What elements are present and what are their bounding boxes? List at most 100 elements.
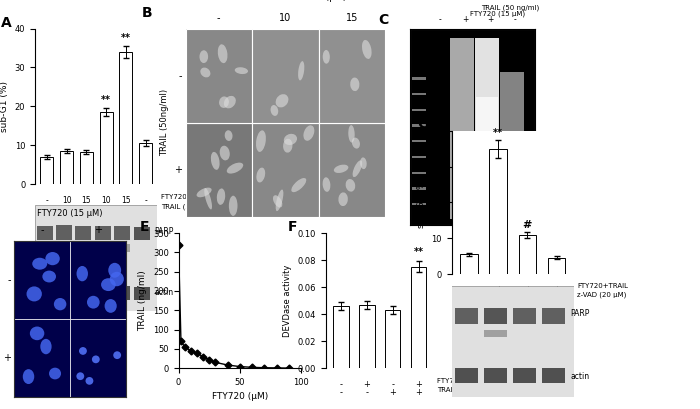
Ellipse shape [199, 50, 208, 63]
Text: **: ** [414, 247, 424, 257]
Text: -: - [365, 389, 368, 398]
Ellipse shape [219, 97, 229, 108]
X-axis label: FTY720 (μM): FTY720 (μM) [211, 392, 268, 401]
Text: +: + [415, 380, 422, 389]
Bar [412, 93, 426, 95]
Ellipse shape [271, 105, 278, 116]
Ellipse shape [49, 368, 61, 380]
Text: +: + [487, 15, 494, 24]
Bar [412, 187, 426, 190]
Bar [484, 368, 507, 383]
Y-axis label: DEVDase activity: DEVDase activity [283, 265, 292, 337]
Text: FTY720+TRAIL: FTY720+TRAIL [577, 283, 628, 289]
Bar [512, 368, 536, 383]
Bar [484, 308, 507, 324]
Ellipse shape [349, 125, 355, 143]
Ellipse shape [217, 189, 225, 205]
Text: TRAIL (50 ng/ml): TRAIL (50 ng/ml) [437, 387, 495, 393]
Ellipse shape [234, 67, 248, 74]
Text: -: - [514, 15, 517, 24]
Ellipse shape [346, 179, 355, 192]
Bar [70, 241, 126, 319]
Ellipse shape [108, 263, 121, 278]
Ellipse shape [323, 177, 330, 192]
Bar [412, 156, 426, 158]
Text: +: + [122, 205, 129, 214]
Text: +: + [553, 294, 560, 303]
Ellipse shape [276, 94, 288, 108]
Ellipse shape [41, 339, 52, 354]
Text: -: - [178, 71, 182, 81]
Bar [450, 38, 474, 219]
Ellipse shape [338, 192, 348, 206]
Text: FTY720 (μM): FTY720 (μM) [290, 0, 346, 2]
Y-axis label: TRAIL (ng/ml): TRAIL (ng/ml) [139, 270, 147, 331]
Bar [252, 29, 318, 123]
Ellipse shape [46, 252, 60, 265]
Bar [36, 226, 52, 240]
Text: -: - [340, 380, 342, 389]
Bar [186, 29, 252, 123]
Bar [14, 319, 70, 397]
Ellipse shape [303, 125, 314, 141]
Ellipse shape [276, 189, 284, 211]
Ellipse shape [200, 67, 211, 77]
Text: +: + [524, 285, 531, 294]
Text: +: + [103, 205, 109, 214]
Ellipse shape [298, 61, 304, 81]
Text: F: F [288, 220, 297, 234]
Ellipse shape [334, 165, 349, 173]
Bar [412, 171, 426, 174]
Ellipse shape [211, 152, 220, 170]
Ellipse shape [256, 130, 266, 152]
Ellipse shape [104, 299, 117, 313]
Ellipse shape [229, 196, 237, 216]
Text: actin: actin [570, 371, 589, 380]
Text: FTY720 (μM): FTY720 (μM) [162, 194, 206, 200]
Text: -: - [468, 294, 470, 303]
Ellipse shape [110, 272, 124, 286]
Text: -: - [46, 196, 48, 205]
Bar [318, 123, 385, 217]
Text: +: + [389, 389, 396, 398]
Ellipse shape [352, 137, 360, 148]
Text: #: # [523, 220, 532, 230]
Bar [333, 306, 349, 368]
Text: 10: 10 [279, 13, 291, 23]
Ellipse shape [360, 157, 367, 169]
Ellipse shape [79, 347, 87, 355]
Ellipse shape [204, 188, 212, 209]
Text: -: - [340, 389, 342, 398]
Text: A: A [1, 16, 11, 30]
Bar [76, 285, 91, 300]
Ellipse shape [350, 78, 359, 91]
Bar [14, 241, 70, 319]
Bar [359, 305, 375, 368]
Ellipse shape [85, 377, 93, 385]
Ellipse shape [256, 168, 265, 182]
Bar [99, 112, 113, 184]
Ellipse shape [32, 258, 47, 270]
Bar [94, 226, 111, 240]
Bar [139, 143, 152, 184]
Bar [461, 254, 477, 274]
Ellipse shape [54, 298, 66, 310]
Text: +: + [363, 380, 370, 389]
Bar [475, 38, 499, 219]
Bar [134, 227, 150, 240]
Ellipse shape [76, 266, 88, 281]
Text: +: + [3, 353, 10, 363]
Text: PARP: PARP [570, 309, 589, 319]
Bar [36, 285, 52, 300]
Bar [411, 267, 426, 368]
Text: FTY720 (μM): FTY720 (μM) [437, 378, 481, 384]
Ellipse shape [43, 271, 56, 283]
Bar [114, 245, 130, 252]
Bar [41, 157, 53, 184]
Ellipse shape [218, 44, 228, 63]
Bar [94, 285, 111, 300]
Bar [454, 368, 477, 383]
Bar [454, 308, 477, 324]
Ellipse shape [197, 188, 211, 197]
Text: 10: 10 [102, 196, 111, 205]
